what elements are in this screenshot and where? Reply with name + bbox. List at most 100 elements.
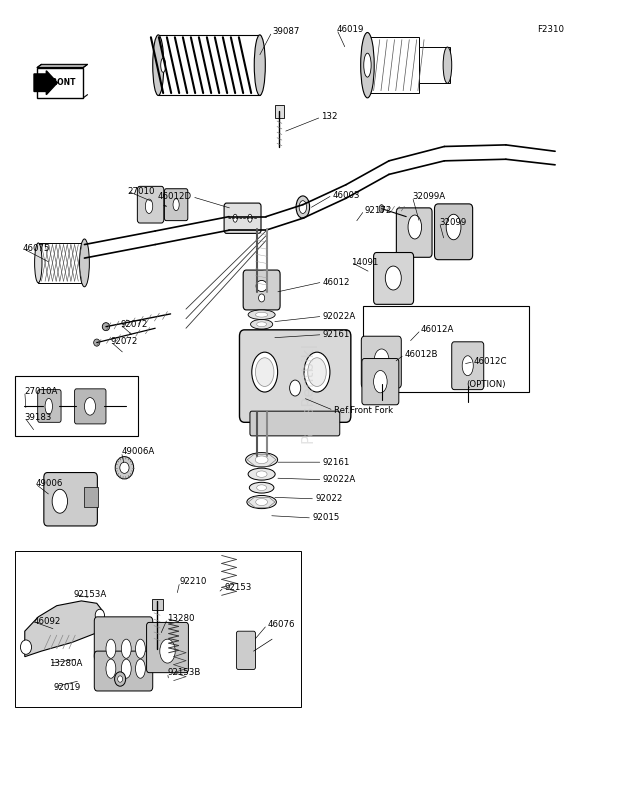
Text: 132: 132 <box>321 113 338 122</box>
Ellipse shape <box>256 485 266 490</box>
Ellipse shape <box>379 205 384 213</box>
FancyBboxPatch shape <box>95 617 153 661</box>
Ellipse shape <box>255 456 268 464</box>
Ellipse shape <box>20 640 32 654</box>
FancyBboxPatch shape <box>146 622 188 673</box>
Bar <box>85 487 98 507</box>
Text: 46012A: 46012A <box>421 326 454 334</box>
Ellipse shape <box>252 352 277 392</box>
FancyBboxPatch shape <box>240 330 351 422</box>
Ellipse shape <box>462 356 473 376</box>
Ellipse shape <box>255 312 268 317</box>
Text: 32099: 32099 <box>439 218 467 226</box>
Ellipse shape <box>443 47 452 83</box>
Ellipse shape <box>361 33 375 98</box>
Bar <box>274 105 284 118</box>
Text: 92210: 92210 <box>180 578 207 586</box>
Bar <box>420 47 450 83</box>
Bar <box>37 67 83 98</box>
Text: 27010: 27010 <box>127 186 155 196</box>
Ellipse shape <box>256 332 267 337</box>
Text: 92072: 92072 <box>111 338 138 346</box>
Ellipse shape <box>249 330 274 339</box>
Text: 46012D: 46012D <box>158 192 192 202</box>
FancyBboxPatch shape <box>95 651 153 691</box>
Text: 39087: 39087 <box>272 27 300 36</box>
Ellipse shape <box>375 349 389 371</box>
Text: PartsRentbik|: PartsRentbik| <box>301 342 317 442</box>
Text: 46092: 46092 <box>33 617 61 626</box>
Text: 13280: 13280 <box>167 614 195 623</box>
FancyBboxPatch shape <box>224 203 261 234</box>
Polygon shape <box>25 601 106 657</box>
Ellipse shape <box>258 294 265 302</box>
Bar <box>158 35 260 95</box>
Text: 32099A: 32099A <box>412 192 446 202</box>
Ellipse shape <box>245 453 277 467</box>
Ellipse shape <box>374 370 387 393</box>
Ellipse shape <box>250 319 273 329</box>
Text: 92172: 92172 <box>365 206 392 214</box>
Text: 92022: 92022 <box>315 494 342 503</box>
Ellipse shape <box>103 322 109 330</box>
FancyBboxPatch shape <box>237 631 255 670</box>
Bar <box>151 598 163 610</box>
Text: 46075: 46075 <box>23 244 51 253</box>
Ellipse shape <box>80 239 90 286</box>
Ellipse shape <box>135 659 145 678</box>
FancyBboxPatch shape <box>44 473 98 526</box>
Ellipse shape <box>385 266 401 290</box>
Bar <box>363 306 529 392</box>
Text: 46019: 46019 <box>337 25 364 34</box>
Bar <box>368 38 420 93</box>
Bar <box>15 551 301 707</box>
Ellipse shape <box>308 358 326 386</box>
Text: 92153A: 92153A <box>74 590 108 599</box>
Text: 46012: 46012 <box>323 278 350 286</box>
Ellipse shape <box>247 495 276 509</box>
Text: 92153: 92153 <box>224 583 252 592</box>
Polygon shape <box>37 64 88 67</box>
FancyBboxPatch shape <box>374 253 413 304</box>
FancyBboxPatch shape <box>434 204 473 260</box>
Ellipse shape <box>121 639 131 658</box>
FancyBboxPatch shape <box>452 342 484 390</box>
Ellipse shape <box>256 281 267 291</box>
Text: 39183: 39183 <box>25 413 52 422</box>
Text: 92019: 92019 <box>54 682 81 691</box>
Text: 46012C: 46012C <box>474 358 507 366</box>
Ellipse shape <box>248 310 275 319</box>
Ellipse shape <box>290 380 301 396</box>
Ellipse shape <box>85 398 96 415</box>
Ellipse shape <box>94 339 100 346</box>
Text: FRONT: FRONT <box>46 78 76 87</box>
Ellipse shape <box>408 215 421 239</box>
Ellipse shape <box>296 196 310 218</box>
Text: 92153B: 92153B <box>167 668 201 677</box>
Ellipse shape <box>45 398 53 414</box>
Text: 92161: 92161 <box>323 458 350 466</box>
Ellipse shape <box>248 214 252 222</box>
FancyBboxPatch shape <box>75 389 106 424</box>
Text: Ref.Front Fork: Ref.Front Fork <box>334 406 392 415</box>
Ellipse shape <box>153 35 164 95</box>
Ellipse shape <box>446 214 461 240</box>
FancyBboxPatch shape <box>137 186 164 223</box>
Text: 46003: 46003 <box>332 190 360 200</box>
Ellipse shape <box>121 659 131 678</box>
Ellipse shape <box>161 58 166 72</box>
FancyBboxPatch shape <box>396 208 432 258</box>
Text: 49006A: 49006A <box>121 447 154 456</box>
Ellipse shape <box>173 198 179 210</box>
Text: 13280A: 13280A <box>49 658 83 667</box>
Text: 92015: 92015 <box>312 514 339 522</box>
Text: F2310: F2310 <box>536 25 564 34</box>
Ellipse shape <box>233 214 237 222</box>
Ellipse shape <box>114 672 125 686</box>
Ellipse shape <box>52 490 67 514</box>
FancyBboxPatch shape <box>362 358 399 405</box>
Text: 14091: 14091 <box>351 258 378 266</box>
FancyBboxPatch shape <box>38 390 61 422</box>
Ellipse shape <box>95 610 104 622</box>
Ellipse shape <box>106 639 116 658</box>
